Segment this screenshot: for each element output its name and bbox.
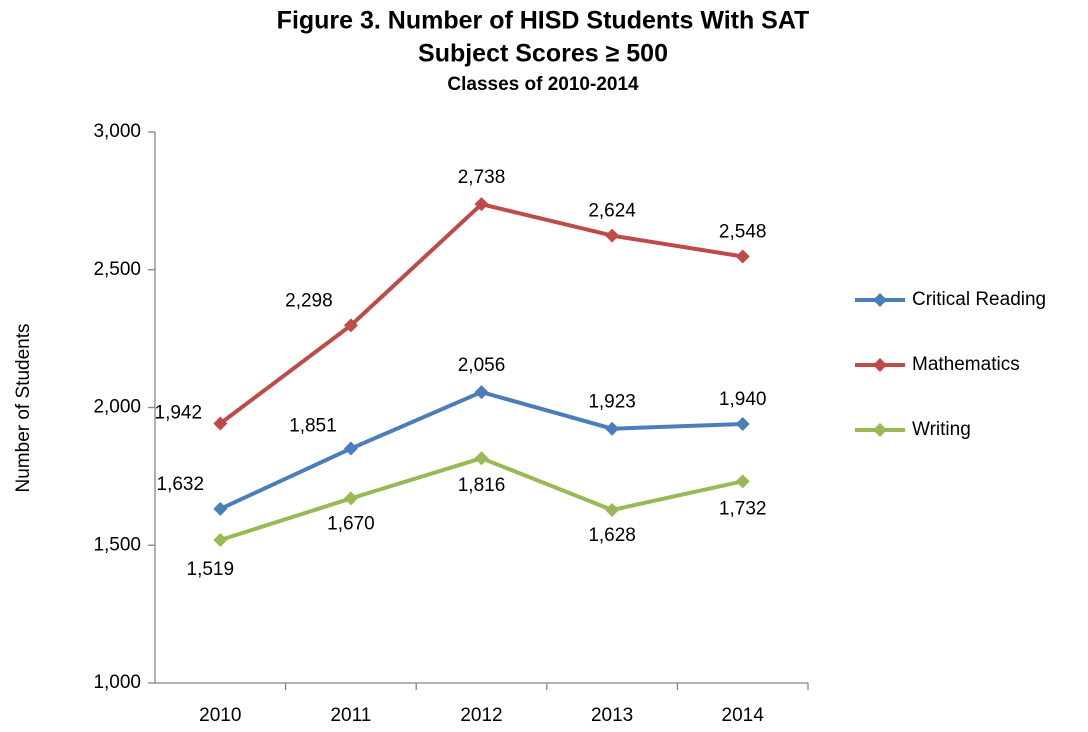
- series-line: [219, 456, 744, 542]
- y-tick-label: 3,000: [93, 121, 141, 142]
- data-point: [343, 441, 358, 456]
- data-label: 1,816: [458, 475, 506, 496]
- legend-marker: [873, 293, 887, 307]
- x-tick-label: 2011: [330, 705, 371, 726]
- data-point: [735, 417, 750, 432]
- data-label: 2,738: [458, 167, 506, 188]
- data-label: 2,548: [719, 222, 767, 243]
- chart-subtitle: Classes of 2010-2014: [447, 74, 639, 95]
- data-point: [605, 421, 620, 436]
- data-point: [735, 474, 750, 489]
- data-point: [735, 249, 750, 264]
- y-tick-label: 1,000: [93, 672, 141, 693]
- chart-title: Subject Scores ≥ 500: [418, 40, 668, 68]
- data-point: [213, 533, 228, 548]
- chart-title: Figure 3. Number of HISD Students With S…: [277, 7, 810, 35]
- legend-marker: [873, 358, 887, 372]
- data-label: 1,851: [289, 416, 337, 437]
- data-label: 1,670: [327, 513, 375, 534]
- legend-label: Critical Reading: [912, 289, 1046, 310]
- x-tick-label: 2010: [199, 705, 241, 726]
- legend-label: Writing: [912, 419, 971, 440]
- data-label: 1,732: [719, 498, 767, 519]
- data-point: [213, 501, 228, 516]
- data-label: 1,628: [588, 525, 636, 546]
- data-label: 2,298: [285, 290, 333, 311]
- y-tick-label: 1,500: [93, 534, 141, 555]
- x-tick-label: 2012: [460, 705, 502, 726]
- y-axis-label: Number of Students: [13, 324, 34, 493]
- x-tick-label: 2013: [591, 705, 633, 726]
- data-point: [474, 451, 489, 466]
- data-label: 2,056: [458, 355, 506, 376]
- data-point: [343, 318, 358, 333]
- y-tick-label: 2,000: [93, 397, 141, 418]
- data-label: 2,624: [588, 201, 636, 222]
- data-label: 1,923: [588, 392, 636, 413]
- y-tick-label: 2,500: [93, 259, 141, 280]
- data-point: [213, 416, 228, 431]
- data-point: [474, 385, 489, 400]
- data-label: 1,940: [719, 389, 767, 410]
- data-point: [343, 491, 358, 506]
- legend-marker: [873, 423, 887, 437]
- data-point: [605, 228, 620, 243]
- data-label: 1,942: [155, 402, 203, 423]
- x-tick-label: 2014: [722, 705, 765, 726]
- data-label: 1,519: [187, 559, 235, 580]
- data-label: 1,632: [157, 474, 205, 495]
- data-point: [474, 197, 489, 212]
- data-point: [605, 502, 620, 517]
- legend-label: Mathematics: [912, 354, 1020, 375]
